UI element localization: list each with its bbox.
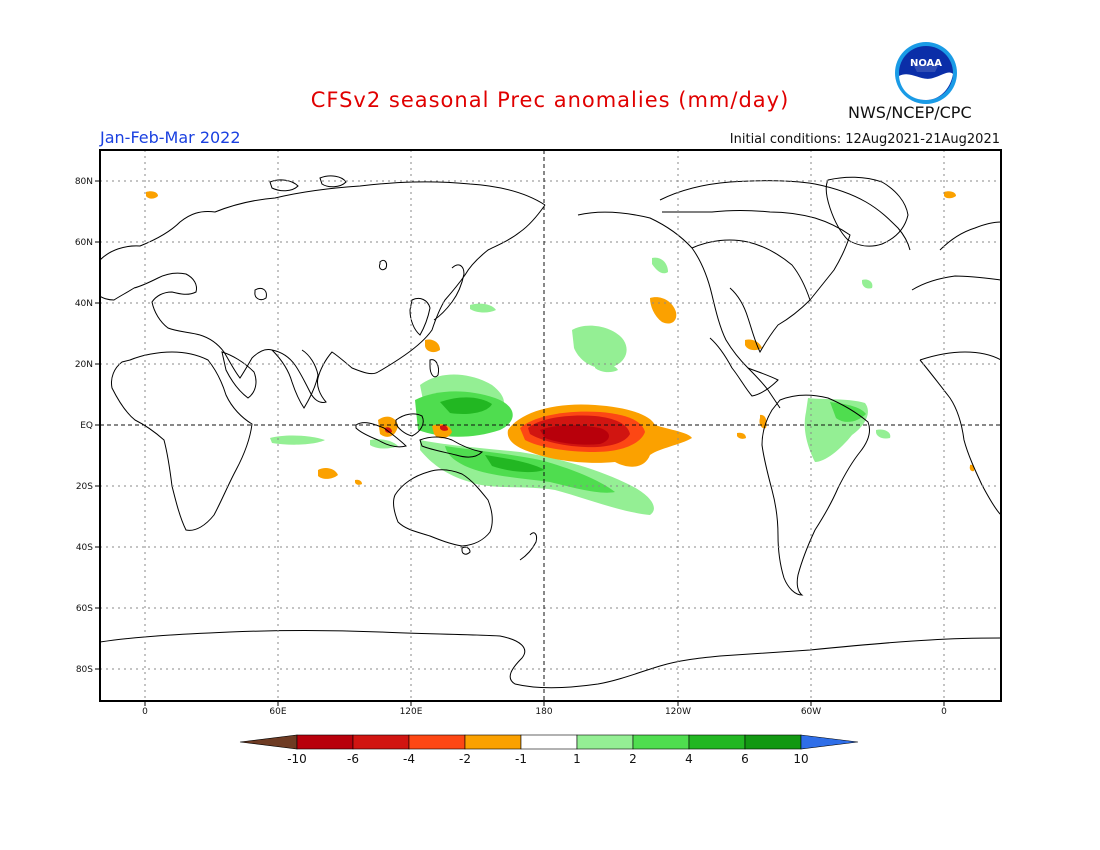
colorbar-label: 10 bbox=[793, 752, 808, 766]
lat-label: 80N bbox=[75, 177, 93, 187]
colorbar-swatch bbox=[800, 734, 859, 750]
colorbar-label: -4 bbox=[403, 752, 415, 766]
equator-dateline bbox=[100, 150, 1001, 701]
colorbar-label: -10 bbox=[287, 752, 307, 766]
lon-label: 60E bbox=[269, 707, 286, 717]
colorbar-label: 1 bbox=[573, 752, 581, 766]
lon-label: 180 bbox=[535, 707, 552, 717]
anomaly-fields bbox=[100, 175, 1001, 689]
noaa-logo: NOAA bbox=[893, 40, 959, 110]
map-grid bbox=[100, 150, 1001, 701]
colorbar-swatch bbox=[296, 734, 354, 750]
longitude-labels: 0 60E 120E 180 120W 60W 0 bbox=[142, 707, 947, 717]
colorbar-swatch bbox=[239, 734, 298, 750]
colorbar-swatch bbox=[464, 734, 522, 750]
colorbar-label: -2 bbox=[459, 752, 471, 766]
lon-label: 120W bbox=[665, 707, 691, 717]
latitude-labels: 80N 60N 40N 20N EQ 20S 40S 60S 80S bbox=[75, 177, 93, 675]
colorbar-label: -6 bbox=[347, 752, 359, 766]
dry-anomaly-regions bbox=[146, 191, 975, 485]
colorbar-swatch bbox=[408, 734, 466, 750]
lon-label: 0 bbox=[142, 707, 148, 717]
colorbar-swatch bbox=[744, 734, 802, 750]
lon-label: 0 bbox=[941, 707, 947, 717]
lat-label: 60S bbox=[76, 604, 93, 614]
initial-conditions-label: Initial conditions: 12Aug2021-21Aug2021 bbox=[729, 132, 1000, 147]
colorbar-label: 2 bbox=[629, 752, 637, 766]
colorbar-label: -1 bbox=[515, 752, 527, 766]
lon-label: 60W bbox=[801, 707, 821, 717]
lat-label: EQ bbox=[80, 421, 93, 431]
lat-label: 20S bbox=[76, 482, 93, 492]
lon-label: 120E bbox=[400, 707, 423, 717]
agency-label: NWS/NCEP/CPC bbox=[848, 103, 972, 122]
lat-label: 20N bbox=[75, 360, 93, 370]
colorbar-swatch bbox=[352, 734, 410, 750]
axis-ticks bbox=[95, 180, 945, 706]
lat-label: 80S bbox=[76, 665, 93, 675]
colorbar-label: 6 bbox=[741, 752, 749, 766]
colorbar: -10 -6 -4 -2 -1 1 2 4 6 10 bbox=[239, 734, 859, 766]
colorbar-swatch bbox=[688, 734, 746, 750]
chart-title: CFSv2 seasonal Prec anomalies (mm/day) bbox=[310, 88, 790, 112]
coastlines bbox=[100, 175, 1001, 689]
colorbar-swatch bbox=[520, 734, 578, 750]
period-label: Jan-Feb-Mar 2022 bbox=[100, 128, 241, 147]
colorbar-swatch bbox=[632, 734, 690, 750]
colorbar-swatch bbox=[576, 734, 634, 750]
colorbar-label: 4 bbox=[685, 752, 693, 766]
logo-text: NOAA bbox=[910, 58, 942, 69]
wet-anomaly-regions bbox=[270, 257, 891, 515]
lat-label: 40S bbox=[76, 543, 93, 553]
lat-label: 60N bbox=[75, 238, 93, 248]
lat-label: 40N bbox=[75, 299, 93, 309]
